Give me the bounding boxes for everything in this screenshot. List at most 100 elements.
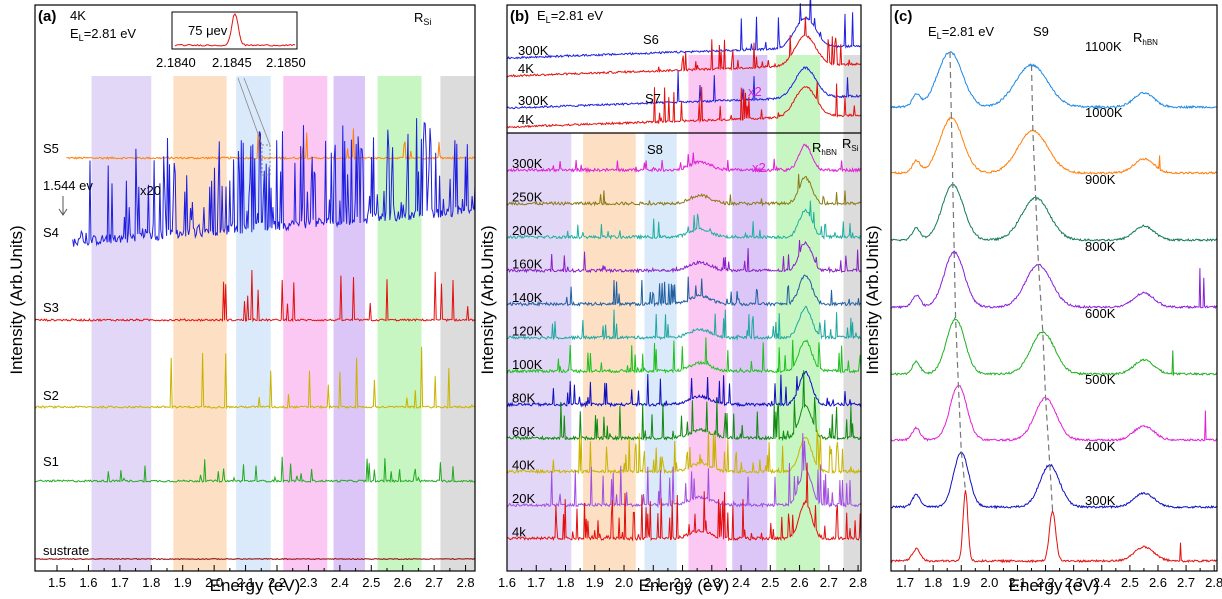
panel-b-series-3 (506, 239, 862, 274)
panel-a-x-tick-9: 2.4 (331, 575, 349, 590)
panel-c-raman-hbn: RhBN (1133, 30, 1158, 47)
panel-b-top-series-3 (506, 81, 862, 129)
panel-c-label: (c) (894, 8, 912, 25)
panel-b-series-5 (506, 305, 862, 341)
panel-b-top-series-name-3: 4K (518, 112, 534, 127)
panel-b-series-name-5: 120K (512, 324, 543, 339)
panel-b-series-names: 300K 4K 300K 4K 300K 250K 200K 160K 140K 120K 100K… (512, 43, 549, 540)
panel-b-x-tick-7: 2.3 (703, 575, 721, 590)
panel-a-x-tick-13: 2.8 (457, 575, 475, 590)
panel-b-top-series-name-2: 300K (518, 93, 549, 108)
y-axis-label-a: Intensity (Arb.Units) (7, 225, 26, 374)
panel-b-series-4 (506, 274, 862, 308)
panel-a-x-tick-10: 2.5 (362, 575, 380, 590)
panel-c-x-tick-6: 2.3 (1065, 575, 1083, 590)
panel-a-series-name-3: S2 (43, 388, 59, 403)
panel-a-series-name-0: S5 (43, 141, 59, 156)
panel-a-x-tick-11: 2.6 (394, 575, 412, 590)
panel-b-x-tick-3: 1.9 (586, 575, 604, 590)
panel-b-s6: S6 (643, 32, 659, 47)
panel-b-series-6 (506, 337, 862, 375)
panel-a-series-name-2: S3 (43, 300, 59, 315)
panel-b-band-5 (776, 133, 821, 571)
panel-c: 1.7 1.8 1.9 2.0 2.1 2.2 2.3 2.4 2.5 2.6 2.7 2.8 Ene… (890, 4, 1222, 595)
panel-a-x-tick-1: 1.6 (79, 575, 97, 590)
panel-b-series-name-3: 160K (512, 257, 543, 272)
panel-b-series-name-6: 100K (512, 357, 543, 372)
panel-b-x-tick-5: 2.1 (644, 575, 662, 590)
panel-c-x-tick-9: 2.6 (1149, 575, 1167, 590)
panel-c-x-tick-2: 1.9 (952, 575, 970, 590)
panel-a-x-tick-5: 2.0 (205, 575, 223, 590)
inset-zoom-box (261, 144, 271, 176)
panel-b-x-tick-0: 1.6 (498, 575, 516, 590)
panel-b-series-name-7: 80K (512, 391, 535, 406)
panel-c-laser-label: EL=2.81 eV (928, 24, 994, 41)
panel-a-series-0 (66, 128, 475, 161)
panel-b-x-tick-10: 2.6 (791, 575, 809, 590)
panel-c-frame (890, 4, 1218, 572)
inset-spectrum (174, 12, 296, 47)
panel-a-label: (a) (38, 8, 56, 25)
y-axis-label-b: Intensity (Arb.Units) (478, 225, 497, 374)
inset-zoom-lines (237, 77, 271, 146)
panel-c-series-1 (890, 116, 1218, 175)
panel-c-peak-guide-1 (1030, 64, 1054, 512)
panel-c-x-tick-3: 2.0 (980, 575, 998, 590)
panel-a-x-tick-0: 1.5 (48, 575, 66, 590)
y-axis-label-c: Intensity (Arb.Units) (863, 225, 882, 374)
panel-c-x-tick-4: 2.1 (1008, 575, 1026, 590)
x-axis-label-b: Energy (eV) (639, 576, 730, 595)
panel-b-x-tick-1: 1.7 (527, 575, 545, 590)
panel-b-x-tick-12: 2.8 (849, 575, 867, 590)
inset-tick-3: 2.1850 (266, 55, 306, 70)
panel-c-x-tick-10: 2.7 (1177, 575, 1195, 590)
panel-c-series-5 (890, 385, 1218, 442)
inset: 75 μev 2.1840 2.1845 2.1850 (156, 11, 306, 176)
panel-b-x-tick-11: 2.7 (820, 575, 838, 590)
panel-a-series-4 (35, 456, 476, 484)
panel-b-series-name-9: 40K (512, 458, 535, 473)
panel-a-series-names: S5 S4 S3 S2 S1 sustrate (43, 141, 89, 558)
panel-b-x-tick-4: 2.0 (615, 575, 633, 590)
panel-a-edge-energy: 1.544 ev (43, 178, 93, 193)
panel-a-series-name-4: S1 (43, 454, 59, 469)
panel-b: 1.6 1.7 1.8 1.9 2.0 2.1 2.2 2.3 2.4 2.5 2.6 2.7 2.8 … (498, 0, 867, 595)
panel-b-top-series-0 (506, 0, 862, 60)
panel-b-series-name-2: 200K (512, 223, 543, 238)
panel-c-x-tick-11: 2.8 (1205, 575, 1222, 590)
panel-a-bands (91, 76, 475, 571)
panel-c-series-name-5: 500K (1085, 372, 1116, 387)
panel-b-series-name-4: 140K (512, 290, 543, 305)
panel-b-x-tick-9: 2.5 (761, 575, 779, 590)
panel-b-raman-hbn: RhBN (812, 140, 837, 157)
panel-c-x-tick-0: 1.7 (896, 575, 914, 590)
panel-c-series-0 (890, 50, 1218, 110)
panel-c-series-6 (890, 451, 1218, 510)
panel-c-series-name-1: 1000K (1085, 105, 1123, 120)
panel-a-series-5 (34, 557, 476, 561)
panel-c-x-tick-7: 2.4 (1093, 575, 1111, 590)
panel-b-series-8 (506, 370, 862, 442)
panel-b-raman-si: RSi (842, 136, 859, 153)
panel-b-x-tick-8: 2.4 (732, 575, 750, 590)
panel-c-series-name-0: 1100K (1085, 39, 1122, 54)
panel-b-frame (506, 4, 862, 572)
edge-arrow-icon (58, 196, 68, 216)
panel-a-series-2 (34, 269, 476, 323)
panel-c-peak-guide-0 (949, 51, 967, 492)
panel-a-x-tick-4: 1.9 (174, 575, 192, 590)
panel-a-spectra (34, 118, 476, 561)
panel-c-series-name-4: 600K (1085, 306, 1116, 321)
panel-b-top-band-3 (843, 55, 861, 133)
panel-a-x-tick-12: 2.7 (425, 575, 443, 590)
panel-b-x-ticks: 1.6 1.7 1.8 1.9 2.0 2.1 2.2 2.3 2.4 2.5 2.6 2.7 2.8 (498, 565, 867, 590)
panel-b-series-1 (506, 173, 862, 207)
panel-a-band-4 (333, 76, 365, 571)
panel-a-x-tick-6: 2.1 (237, 575, 255, 590)
panel-c-series-2 (890, 184, 1218, 242)
panel-b-band-4 (732, 133, 768, 571)
panel-b-top-series-name-0: 300K (518, 43, 549, 58)
panel-b-s7: S7 (645, 91, 661, 106)
